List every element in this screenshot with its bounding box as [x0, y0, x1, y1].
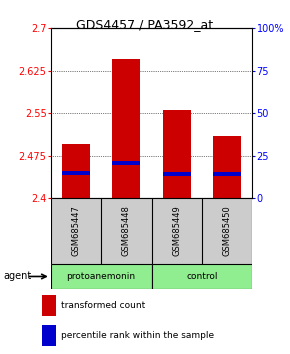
Bar [42, 325, 55, 346]
Bar [51, 264, 152, 289]
Bar [163, 110, 191, 198]
Bar [152, 264, 252, 289]
Text: GSM685447: GSM685447 [71, 206, 80, 256]
Bar [113, 161, 140, 165]
Text: agent: agent [3, 272, 31, 281]
Text: GSM685448: GSM685448 [122, 206, 131, 256]
Bar [213, 172, 241, 176]
Bar [42, 295, 55, 316]
Text: GSM685449: GSM685449 [172, 206, 181, 256]
Text: protoanemonin: protoanemonin [67, 272, 136, 281]
Text: control: control [186, 272, 218, 281]
Text: percentile rank within the sample: percentile rank within the sample [61, 331, 214, 339]
Bar [113, 59, 140, 198]
Bar [163, 172, 191, 176]
Bar [62, 144, 90, 198]
Text: transformed count: transformed count [61, 301, 145, 310]
Text: GSM685450: GSM685450 [223, 206, 232, 256]
Bar [62, 171, 90, 175]
Bar [213, 136, 241, 198]
Text: GDS4457 / PA3592_at: GDS4457 / PA3592_at [77, 18, 213, 31]
